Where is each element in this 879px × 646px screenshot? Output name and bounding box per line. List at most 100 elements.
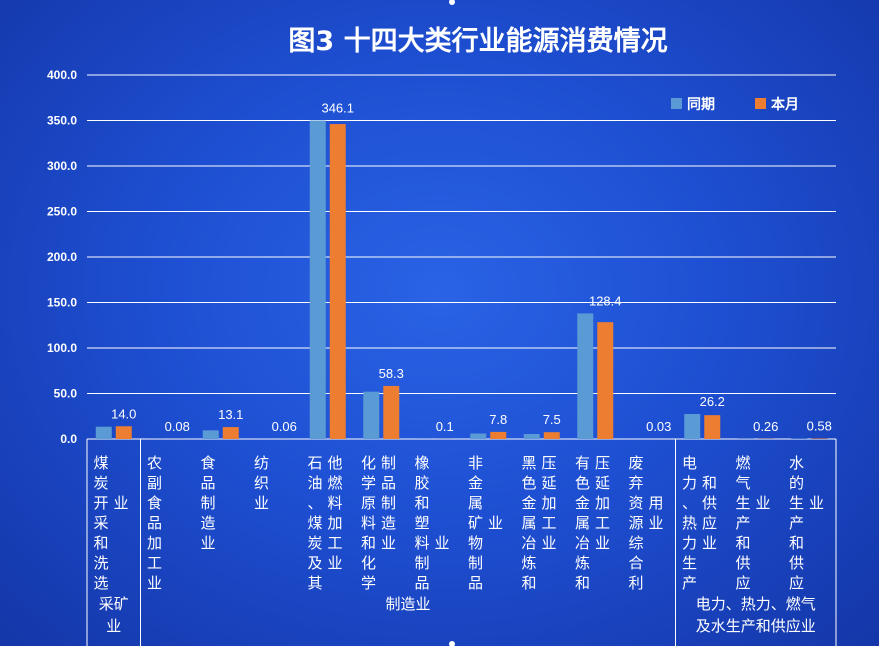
category-char: 力 <box>682 474 697 492</box>
category-char: 品 <box>468 574 483 592</box>
group-label: 采矿 <box>99 595 129 613</box>
bars <box>95 120 828 439</box>
category-char: 煤 <box>93 454 108 472</box>
gridlines <box>87 74 836 440</box>
category-char: 气 <box>735 474 750 492</box>
category-char: 纺 <box>254 454 269 472</box>
category-char: 选 <box>93 574 108 592</box>
y-tick-label: 100.0 <box>47 341 77 355</box>
category-char: 应 <box>702 514 717 532</box>
category-char: 造 <box>200 514 215 532</box>
category-char: 煤 <box>307 514 322 532</box>
category-char: 产 <box>682 574 697 592</box>
data-label: 14.0 <box>111 406 136 421</box>
selection-handle-bottom <box>449 641 455 646</box>
category-char: 和 <box>702 474 717 492</box>
y-tick-label: 300.0 <box>47 159 77 173</box>
category-char: 制 <box>381 494 396 512</box>
y-tick-label: 350.0 <box>47 114 77 128</box>
category-char: 和 <box>789 534 804 552</box>
category-char: 采 <box>93 514 108 532</box>
category-char: 供 <box>702 494 717 512</box>
category-char: 塑 <box>414 514 429 532</box>
data-label: 0.03 <box>646 419 671 434</box>
category-char: 胶 <box>414 474 429 492</box>
category-char: 品 <box>414 574 429 592</box>
bar-curr <box>329 124 346 439</box>
category-char: 料 <box>414 534 429 552</box>
category-char: 工 <box>595 514 610 532</box>
category-char: 和 <box>361 534 376 552</box>
legend: 同期 本月 <box>671 96 799 113</box>
category-char: 的 <box>789 474 804 492</box>
category-char: 属 <box>575 514 590 532</box>
y-tick-label: 250.0 <box>47 205 77 219</box>
category-char: 弃 <box>628 474 643 492</box>
category-char: 力 <box>682 534 697 552</box>
bar-prev <box>470 433 487 439</box>
category-char: 产 <box>735 514 750 532</box>
category-char: 冶 <box>575 534 590 552</box>
bar-prev <box>684 413 701 439</box>
category-char: 制 <box>381 454 396 472</box>
category-char: 炭 <box>307 534 322 552</box>
y-tick-label: 400.0 <box>47 68 77 82</box>
category-char: 热 <box>682 514 697 532</box>
bar-prev <box>791 438 808 439</box>
bar-prev <box>202 430 219 439</box>
category-char: 化 <box>361 454 376 472</box>
category-char: 业 <box>434 534 449 552</box>
category-char: 、 <box>307 494 322 512</box>
category-char: 他 <box>327 454 342 472</box>
y-tick-label: 50.0 <box>54 387 78 401</box>
category-char: 业 <box>809 494 824 512</box>
category-char: 金 <box>575 494 590 512</box>
group-label: 制造业 <box>385 595 430 613</box>
category-char: 炼 <box>575 554 590 572</box>
category-char: 和 <box>735 534 750 552</box>
category-char: 及 <box>307 554 322 572</box>
category-char: 料 <box>327 494 342 512</box>
category-char: 水 <box>789 454 804 472</box>
category-char: 料 <box>361 514 376 532</box>
category-char: 金 <box>468 474 483 492</box>
category-char: 业 <box>113 494 128 512</box>
category-char: 延 <box>541 474 556 492</box>
legend-swatch-prev <box>671 98 682 109</box>
category-char: 工 <box>541 514 556 532</box>
bar-curr <box>704 415 721 439</box>
category-char: 压 <box>541 454 556 472</box>
category-char: 工 <box>327 534 342 552</box>
category-char: 加 <box>595 494 610 512</box>
category-char: 电 <box>682 454 697 472</box>
category-char: 属 <box>468 494 483 512</box>
category-char: 属 <box>521 514 536 532</box>
data-label: 13.1 <box>218 407 243 422</box>
category-char: 业 <box>200 534 215 552</box>
category-char: 制 <box>414 554 429 572</box>
category-char: 和 <box>521 574 536 592</box>
category-char: 燃 <box>327 474 342 492</box>
category-char: 色 <box>575 474 590 492</box>
category-char: 食 <box>200 454 215 472</box>
bar-prev <box>523 433 540 439</box>
y-tick-label: 200.0 <box>47 250 77 264</box>
category-char: 品 <box>381 474 396 492</box>
category-char: 副 <box>147 474 162 492</box>
category-char: 石 <box>307 454 322 472</box>
data-label: 7.5 <box>543 412 561 427</box>
group-label: 业 <box>106 617 121 635</box>
category-char: 业 <box>381 534 396 552</box>
data-label: 0.58 <box>807 418 832 433</box>
bar-curr <box>383 385 400 439</box>
category-char: 业 <box>488 514 503 532</box>
category-char: 冶 <box>521 534 536 552</box>
bar-prev <box>95 426 112 439</box>
bar-curr <box>543 432 560 439</box>
legend-label-curr: 本月 <box>771 96 799 113</box>
data-label: 7.8 <box>489 412 507 427</box>
data-labels: 14.0 0.08 13.1 0.06 346.1 58.3 0.1 7.8 7.5 128.4 0… <box>111 101 832 434</box>
category-char: 和 <box>575 574 590 592</box>
category-char: 矿 <box>468 514 483 532</box>
